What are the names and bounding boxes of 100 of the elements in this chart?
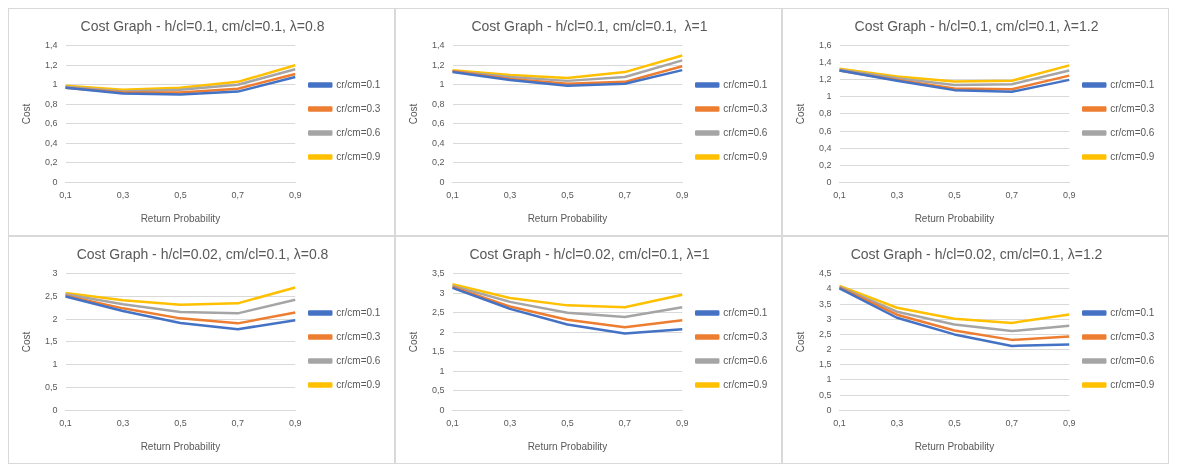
x-axis-title: Return Probability: [527, 212, 608, 224]
y-tick-label: 1,5: [45, 336, 58, 347]
x-tick-label: 0,7: [618, 190, 632, 201]
y-tick-label: 1: [826, 91, 832, 102]
x-tick-label: 0,7: [231, 190, 245, 201]
x-tick-label: 0,1: [446, 418, 459, 429]
y-tick-label: 0: [52, 404, 58, 415]
x-tick-label: 0,7: [1005, 418, 1019, 429]
x-axis-title: Return Probability: [140, 440, 221, 452]
y-tick-label: 0,8: [432, 98, 445, 109]
legend-label: cr/cm=0.9: [723, 378, 768, 390]
legend-label: cr/cm=0.9: [1110, 378, 1155, 390]
y-tick-label: 1: [439, 365, 445, 376]
legend-label: cr/cm=0.3: [336, 330, 381, 342]
y-tick-label: 3: [826, 313, 832, 324]
y-tick-label: 3,5: [432, 268, 445, 279]
y-tick-label: 0,6: [432, 118, 445, 129]
y-tick-label: 1: [52, 79, 58, 90]
y-tick-label: 0: [439, 176, 445, 187]
y-tick-label: 0,2: [819, 159, 832, 170]
y-tick-label: 2: [439, 326, 445, 337]
legend-label: cr/cm=0.9: [723, 150, 768, 162]
y-axis-title: Cost: [407, 331, 419, 353]
x-tick-label: 0,7: [1005, 190, 1019, 201]
x-axis-title: Return Probability: [914, 212, 995, 224]
y-tick-label: 0,2: [432, 157, 445, 168]
x-tick-label: 0,7: [618, 418, 632, 429]
y-tick-label: 0,2: [45, 157, 58, 168]
y-axis-title: Cost: [794, 331, 806, 353]
y-axis-title: Cost: [20, 103, 32, 125]
y-tick-label: 0,6: [819, 125, 832, 136]
y-axis-title: Cost: [407, 103, 419, 125]
x-tick-label: 0,9: [675, 190, 689, 201]
y-tick-label: 1,4: [819, 57, 832, 68]
x-tick-label: 0,9: [1062, 190, 1076, 201]
y-tick-label: 2,5: [45, 291, 58, 302]
y-tick-label: 1,2: [45, 59, 58, 70]
legend-label: cr/cm=0.1: [336, 78, 381, 90]
legend-label: cr/cm=0.9: [336, 378, 381, 390]
y-tick-label: 1,5: [432, 346, 445, 357]
y-tick-label: 1,5: [819, 359, 832, 370]
legend-label: cr/cm=0.6: [1110, 354, 1155, 366]
x-tick-label: 0,1: [59, 418, 72, 429]
y-tick-label: 0,8: [819, 108, 832, 119]
legend-label: cr/cm=0.1: [1110, 306, 1155, 318]
y-tick-label: 0: [826, 404, 832, 415]
x-tick-label: 0,9: [288, 418, 302, 429]
chart-title: Cost Graph - h/cl=0.02, cm/cl=0.1, λ=1.2: [850, 246, 1103, 263]
y-tick-label: 1: [439, 79, 445, 90]
x-tick-label: 0,5: [948, 418, 961, 429]
y-tick-label: 1: [52, 359, 58, 370]
y-tick-label: 0: [826, 176, 832, 187]
y-tick-label: 2,5: [432, 307, 445, 318]
x-tick-label: 0,9: [288, 190, 302, 201]
chart-title: Cost Graph - h/cl=0.1, cm/cl=0.1, λ=0.8: [80, 18, 325, 35]
y-tick-label: 0,5: [819, 389, 832, 400]
y-tick-label: 0,4: [819, 142, 832, 153]
y-tick-label: 1,6: [819, 40, 832, 51]
y-tick-label: 2: [826, 344, 832, 355]
y-tick-label: 1,2: [819, 74, 832, 85]
y-tick-label: 4: [826, 283, 832, 294]
y-tick-label: 1,4: [45, 40, 58, 51]
chart-title: Cost Graph - h/cl=0.1, cm/cl=0.1, λ=1: [471, 18, 708, 35]
legend-label: cr/cm=0.6: [336, 126, 381, 138]
legend-label: cr/cm=0.1: [723, 78, 768, 90]
legend-label: cr/cm=0.6: [723, 126, 768, 138]
y-tick-label: 3,5: [819, 298, 832, 309]
x-tick-label: 0,7: [231, 418, 245, 429]
x-axis-title: Return Probability: [140, 212, 221, 224]
y-tick-label: 1,4: [432, 40, 445, 51]
y-axis-title: Cost: [20, 331, 32, 353]
y-tick-label: 1: [826, 374, 832, 385]
x-tick-label: 0,1: [59, 190, 72, 201]
y-tick-label: 0: [52, 176, 58, 187]
legend-label: cr/cm=0.9: [1110, 150, 1155, 162]
chart-title: Cost Graph - h/cl=0.02, cm/cl=0.1, λ=1: [469, 246, 710, 263]
x-tick-label: 0,1: [446, 190, 459, 201]
y-tick-label: 4,5: [819, 268, 832, 279]
x-tick-label: 0,5: [174, 190, 187, 201]
legend-label: cr/cm=0.3: [1110, 102, 1155, 114]
x-tick-label: 0,1: [833, 190, 846, 201]
chart-title: Cost Graph - h/cl=0.1, cm/cl=0.1, λ=1.2: [854, 18, 1099, 35]
x-tick-label: 0,9: [675, 418, 689, 429]
x-tick-label: 0,5: [174, 418, 187, 429]
x-tick-label: 0,5: [561, 190, 574, 201]
y-tick-label: 1,2: [432, 59, 445, 70]
x-tick-label: 0,5: [561, 418, 574, 429]
legend-label: cr/cm=0.9: [336, 150, 381, 162]
x-tick-label: 0,3: [890, 418, 904, 429]
x-axis-title: Return Probability: [914, 440, 995, 452]
legend-label: cr/cm=0.3: [1110, 330, 1155, 342]
legend-label: cr/cm=0.1: [1110, 78, 1155, 90]
y-tick-label: 3: [439, 287, 445, 298]
y-tick-label: 0,6: [45, 118, 58, 129]
legend-label: cr/cm=0.6: [1110, 126, 1155, 138]
y-tick-label: 2,5: [819, 328, 832, 339]
legend-label: cr/cm=0.1: [336, 306, 381, 318]
x-tick-label: 0,3: [116, 418, 130, 429]
x-tick-label: 0,3: [503, 190, 517, 201]
x-tick-label: 0,3: [503, 418, 517, 429]
